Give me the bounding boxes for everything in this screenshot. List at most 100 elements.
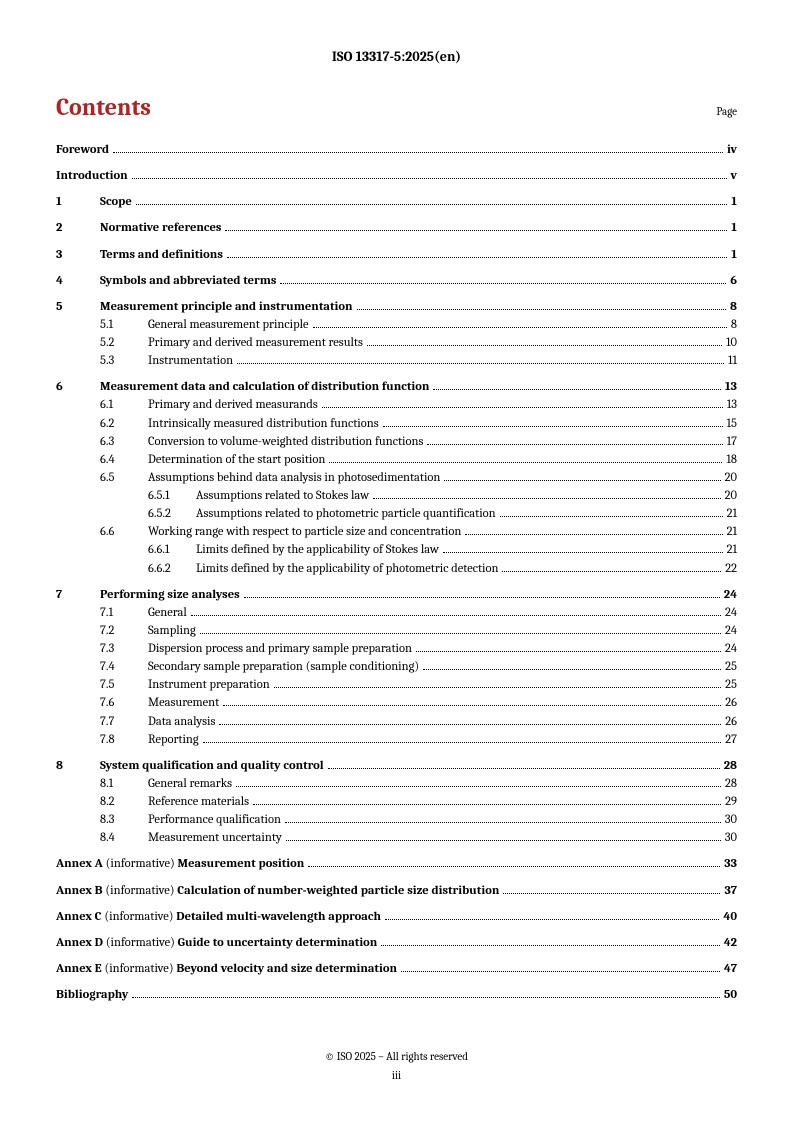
toc-entry[interactable]: 6.2Intrinsically measured distribution f… (56, 415, 737, 433)
toc-entry[interactable]: 8.3Performance qualification30 (56, 811, 737, 829)
toc-entry[interactable]: 6.5.2Assumptions related to photometric … (56, 505, 737, 523)
toc-entry[interactable]: 6.6.1Limits defined by the applicability… (56, 541, 737, 559)
toc-entry[interactable]: 8.2Reference materials29 (56, 793, 737, 811)
toc-title: Annex B (informative) Calculation of num… (56, 882, 499, 900)
toc-page: 26 (725, 713, 737, 731)
toc-leader (313, 327, 727, 328)
toc-entry[interactable]: Annex A (informative) Measurement positi… (56, 855, 737, 873)
toc-title: Bibliography (56, 986, 128, 1004)
toc-page: 50 (724, 986, 737, 1004)
toc-entry[interactable]: Introductionv (56, 167, 737, 185)
toc-entry[interactable]: 7.5Instrument preparation25 (56, 676, 737, 694)
toc-entry[interactable]: 6.3Conversion to volume-weighted distrib… (56, 433, 737, 451)
toc-title: Introduction (56, 167, 128, 185)
toc-leader (237, 363, 724, 364)
toc-title: Primary and derived measurement results (148, 334, 363, 352)
toc-entry[interactable]: 3Terms and definitions1 (56, 246, 737, 264)
toc-entry[interactable]: 6Measurement data and calculation of dis… (56, 378, 737, 396)
toc-title: Annex A (informative) Measurement positi… (56, 855, 304, 873)
toc-title: Measurement (148, 694, 219, 712)
toc-entry[interactable]: Annex D (informative) Guide to uncertain… (56, 934, 737, 952)
toc-leader (285, 822, 721, 823)
copyright-text: © ISO 2025 – All rights reserved (0, 1050, 793, 1063)
toc-number: 6.5 (100, 469, 148, 487)
toc-leader (367, 345, 722, 346)
toc-entry[interactable]: 6.5Assumptions behind data analysis in p… (56, 469, 737, 487)
toc-number: 7.6 (100, 694, 148, 712)
toc-leader (502, 571, 721, 572)
toc-entry[interactable]: 7Performing size analyses24 (56, 586, 737, 604)
toc-entry[interactable]: 7.3Dispersion process and primary sample… (56, 640, 737, 658)
toc-page: 6 (730, 272, 737, 290)
toc-entry[interactable]: 8.4Measurement uncertainty 30 (56, 829, 737, 847)
toc-leader (308, 866, 720, 867)
toc-number: 5.2 (100, 334, 148, 352)
toc-title: Measurement uncertainty (148, 829, 282, 847)
toc-page: 1 (731, 193, 737, 211)
toc-number: 7.3 (100, 640, 148, 658)
toc-title: System qualification and quality control (100, 757, 324, 775)
toc-leader (443, 552, 723, 553)
contents-title: Contents (56, 93, 151, 121)
toc-title: Limits defined by the applicability of p… (196, 560, 498, 578)
toc-leader (500, 516, 723, 517)
toc-entry[interactable]: 2Normative references1 (56, 219, 737, 237)
toc-entry[interactable]: Annex B (informative) Calculation of num… (56, 882, 737, 900)
toc-leader (328, 768, 720, 769)
toc-number: 8.2 (100, 793, 148, 811)
toc-number: 6.3 (100, 433, 148, 451)
toc-page: 27 (725, 731, 737, 749)
toc-entry[interactable]: 7.7Data analysis26 (56, 713, 737, 731)
toc-entry[interactable]: 7.1General24 (56, 604, 737, 622)
toc-entry[interactable]: 1Scope1 (56, 193, 737, 211)
toc-entry[interactable]: 8.1General remarks28 (56, 775, 737, 793)
toc-leader (357, 309, 727, 310)
toc-entry[interactable]: 7.8Reporting27 (56, 731, 737, 749)
toc-page: 30 (725, 829, 737, 847)
toc-entry[interactable]: 7.4Secondary sample preparation (sample … (56, 658, 737, 676)
toc-number: 3 (56, 246, 100, 264)
toc-page: 13 (727, 396, 737, 414)
toc-leader (236, 786, 721, 787)
toc-number: 8.4 (100, 829, 148, 847)
toc-entry[interactable]: 6.6Working range with respect to particl… (56, 523, 737, 541)
toc-number: 1 (56, 193, 100, 211)
toc-entry[interactable]: Bibliography 50 (56, 986, 737, 1004)
toc-entry[interactable]: 6.6.2Limits defined by the applicability… (56, 560, 737, 578)
toc-leader (423, 669, 721, 670)
toc-page: 28 (725, 775, 737, 793)
toc-title: Limits defined by the applicability of S… (196, 541, 439, 559)
toc-page: 21 (727, 523, 737, 541)
toc-page: 1 (731, 246, 737, 264)
toc-entry[interactable]: 8System qualification and quality contro… (56, 757, 737, 775)
toc-entry[interactable]: 5Measurement principle and instrumentati… (56, 298, 737, 316)
toc-entry[interactable]: 7.6Measurement 26 (56, 694, 737, 712)
toc-number: 8.1 (100, 775, 148, 793)
toc-title: General (148, 604, 187, 622)
toc-entry[interactable]: 7.2Sampling24 (56, 622, 737, 640)
toc-entry[interactable]: 5.2Primary and derived measurement resul… (56, 334, 737, 352)
toc-title: Measurement data and calculation of dist… (100, 378, 429, 396)
toc-entry[interactable]: Annex C (informative) Detailed multi-wav… (56, 908, 737, 926)
toc-entry[interactable]: 4Symbols and abbreviated terms6 (56, 272, 737, 290)
toc-page: 20 (725, 469, 737, 487)
toc-leader (274, 687, 721, 688)
toc-entry[interactable]: 6.5.1Assumptions related to Stokes law20 (56, 487, 737, 505)
toc-page: 11 (728, 352, 737, 370)
toc-entry[interactable]: 6.4Determination of the start position18 (56, 451, 737, 469)
toc-entry[interactable]: Forewordiv (56, 141, 737, 159)
toc-leader (219, 724, 721, 725)
toc-entry[interactable]: 5.1General measurement principle8 (56, 316, 737, 334)
toc-entry[interactable]: 6.1Primary and derived measurands13 (56, 396, 737, 414)
toc-page: 29 (725, 793, 737, 811)
toc-leader (329, 462, 722, 463)
toc-page: 25 (725, 658, 737, 676)
toc-entry[interactable]: 5.3Instrumentation11 (56, 352, 737, 370)
toc-title: Performance qualification (148, 811, 281, 829)
toc-page: 26 (725, 694, 737, 712)
toc-page: 28 (724, 757, 737, 775)
toc-number: 2 (56, 219, 100, 237)
toc-entry[interactable]: Annex E (informative) Beyond velocity an… (56, 960, 737, 978)
page-label: Page (716, 105, 737, 118)
toc-page: 8 (730, 298, 737, 316)
